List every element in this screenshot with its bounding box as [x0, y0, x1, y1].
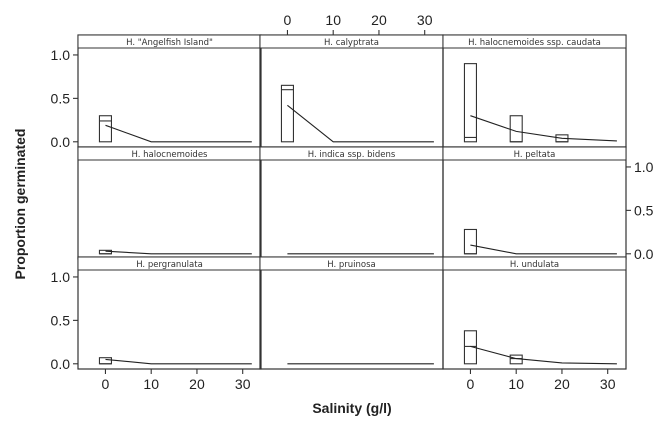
- panel-strip-label: H. halocnemoides: [132, 150, 209, 160]
- panel-strip-label: H. "Angelfish Island": [126, 38, 213, 48]
- axes-layer: 0.0 0.5 1.0 0.0 0.5 1.0 0.0 0.5 1.0 0 10 20 30 0 10 20 3…: [51, 12, 654, 392]
- panel-strip-label: H. undulata: [510, 260, 559, 270]
- panel-frame: [442, 256, 627, 370]
- panels-layer: H. "Angelfish Island" H. calyptrata H. hal…: [77, 34, 627, 370]
- panel: H. pergranulata: [77, 256, 262, 370]
- y-axis: 0.0 0.5 1.0: [51, 269, 78, 372]
- panel-strip: [442, 146, 627, 161]
- panel: H. undulata: [442, 256, 627, 370]
- y-tick-label: 1.0: [634, 159, 654, 175]
- x-axis-title: Salinity (g/l): [312, 400, 391, 416]
- fit-line: [105, 250, 252, 255]
- fit-line: [105, 124, 252, 143]
- x-tick-label: 20: [371, 12, 387, 28]
- x-axis: 0 10 20 30: [102, 369, 251, 392]
- panel: H. indica ssp. bidens: [259, 146, 444, 260]
- panel: H. halocnemoides ssp. caudata: [442, 34, 627, 148]
- panel: H. pruinosa: [259, 256, 444, 370]
- x-tick-label: 30: [600, 376, 616, 392]
- box: [463, 63, 478, 143]
- x-tick-label: 0: [284, 12, 292, 28]
- panel-strip-label: H. pergranulata: [136, 260, 203, 270]
- y-tick-label: 0.0: [634, 246, 654, 262]
- fit-line: [470, 345, 617, 365]
- y-tick-label: 1.0: [51, 47, 71, 63]
- panel-strip-label: H. halocnemoides ssp. caudata: [468, 38, 601, 48]
- y-axis: 0.0 0.5 1.0: [626, 159, 654, 262]
- panel: H. calyptrata: [259, 34, 444, 148]
- panel-frame: [77, 34, 262, 148]
- panel: H. peltata: [442, 146, 627, 260]
- x-tick-label: 10: [325, 12, 341, 28]
- box: [463, 228, 478, 255]
- panel-strip-label: H. pruinosa: [327, 260, 376, 270]
- panel-strip: [442, 34, 627, 49]
- panel-frame: [442, 146, 627, 260]
- panel-strip-label: H. calyptrata: [324, 38, 379, 48]
- x-tick-label: 30: [235, 376, 251, 392]
- y-tick-label: 0.5: [51, 312, 71, 328]
- y-tick-label: 0.5: [634, 202, 654, 218]
- x-tick-label: 20: [189, 376, 205, 392]
- box: [509, 115, 523, 143]
- panel-frame: [259, 34, 444, 148]
- y-axis-title: Proportion germinated: [12, 129, 28, 280]
- box: [98, 115, 112, 143]
- panel-frame: [77, 256, 262, 370]
- fit-line: [287, 104, 434, 143]
- x-tick-label: 0: [467, 376, 475, 392]
- panel-frame: [259, 256, 444, 370]
- y-tick-label: 1.0: [51, 269, 71, 285]
- y-axis: 0.0 0.5 1.0: [51, 47, 78, 150]
- x-tick-label: 10: [143, 376, 159, 392]
- x-tick-label: 30: [417, 12, 433, 28]
- box: [280, 84, 295, 143]
- panel-strip-label: H. indica ssp. bidens: [308, 150, 396, 160]
- x-tick-label: 20: [554, 376, 570, 392]
- panel-frame: [442, 34, 627, 148]
- y-tick-label: 0.0: [51, 134, 71, 150]
- panel-frame: [77, 146, 262, 260]
- panel: H. "Angelfish Island": [77, 34, 262, 148]
- x-tick-label: 0: [102, 376, 110, 392]
- fit-line: [470, 244, 617, 255]
- panel-strip-label: H. peltata: [514, 150, 556, 160]
- box: [463, 330, 478, 365]
- y-tick-label: 0.5: [51, 90, 71, 106]
- x-axis: 0 10 20 30: [467, 369, 616, 392]
- x-axis: 0 10 20 30: [284, 12, 433, 35]
- panel-strip: [442, 256, 627, 271]
- fit-line: [105, 358, 252, 365]
- panel: H. halocnemoides: [77, 146, 262, 260]
- x-tick-label: 10: [508, 376, 524, 392]
- panel-frame: [259, 146, 444, 260]
- y-tick-label: 0.0: [51, 356, 71, 372]
- box: [98, 357, 112, 365]
- fit-line: [470, 115, 617, 142]
